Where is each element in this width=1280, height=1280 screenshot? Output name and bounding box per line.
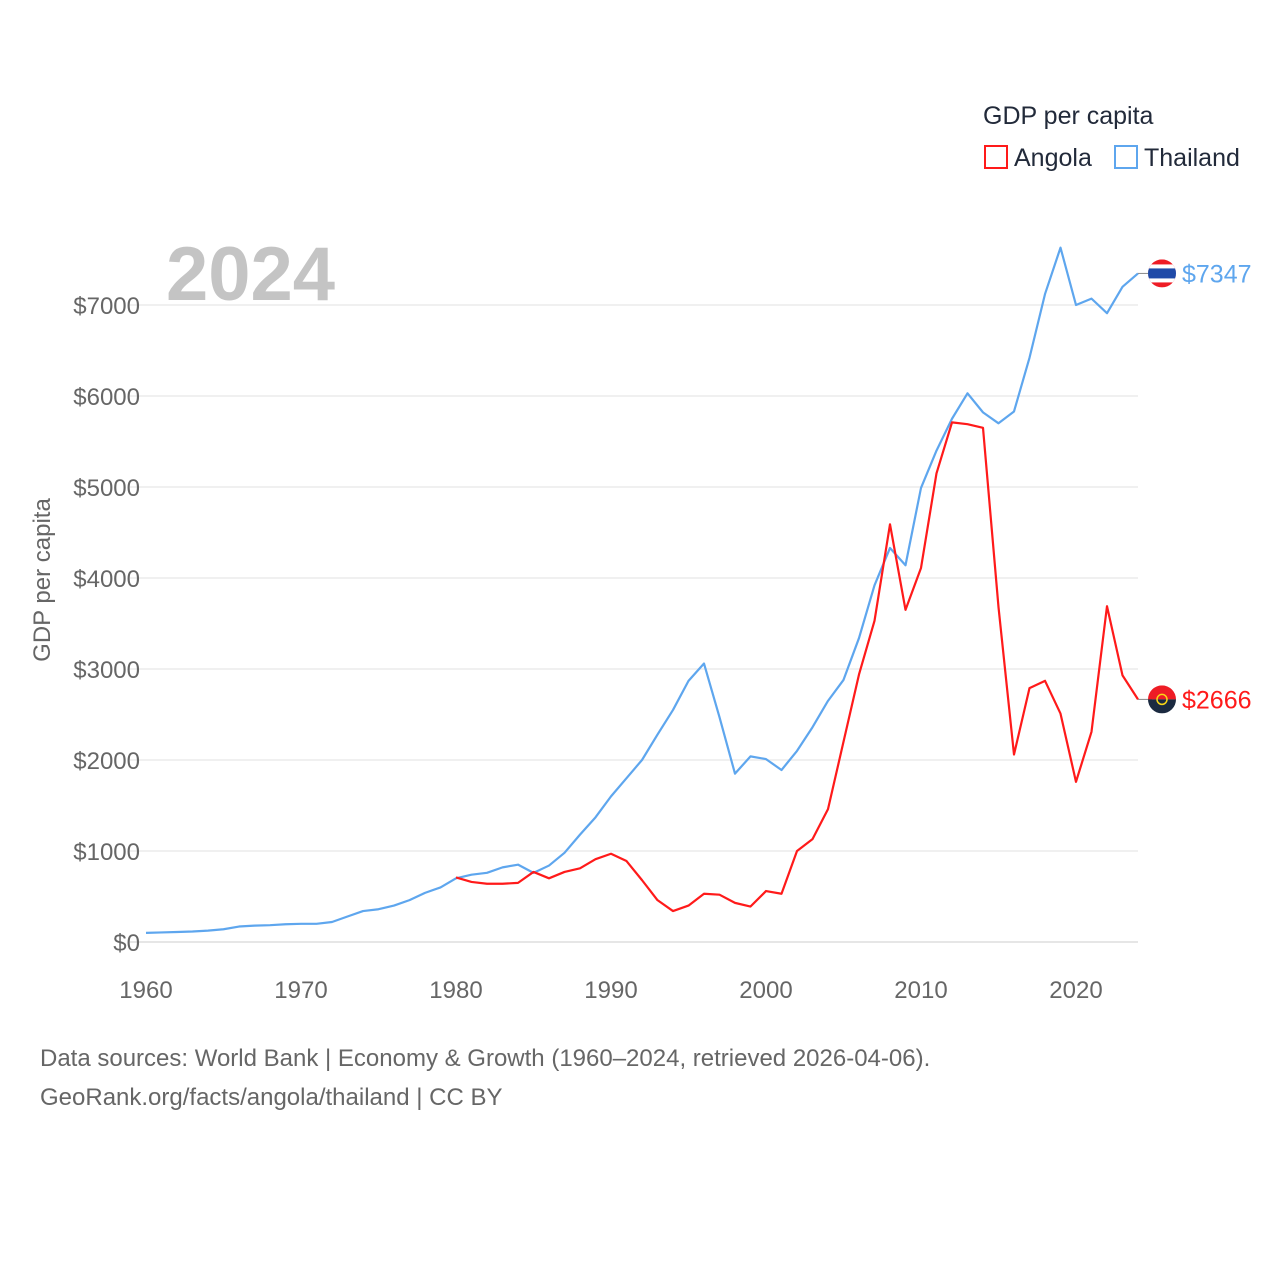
- angola-flag-icon: [1148, 685, 1176, 713]
- y-tick-label: $5000: [73, 475, 140, 502]
- legend-title: GDP per capita: [983, 102, 1154, 130]
- x-tick-label: 1960: [119, 977, 172, 1004]
- legend-label-angola[interactable]: Angola: [1014, 144, 1092, 172]
- y-tick-label: $2000: [73, 748, 140, 775]
- x-tick-label: 1990: [584, 977, 637, 1004]
- y-tick-label: $0: [113, 930, 140, 957]
- x-axis: 1960 1970 1980 1990 2000 2010 2020: [119, 977, 1102, 1004]
- gridlines: [130, 305, 1138, 942]
- legend-label-thailand[interactable]: Thailand: [1144, 144, 1240, 172]
- legend: GDP per capita Angola Thailand: [983, 102, 1240, 172]
- y-tick-label: $4000: [73, 566, 140, 593]
- end-label-thailand: $7347: [1182, 260, 1252, 288]
- x-tick-label: 1970: [274, 977, 327, 1004]
- y-axis: $0 $1000 $2000 $3000 $4000 $5000 $6000 $7000: [73, 293, 140, 957]
- y-tick-label: $6000: [73, 384, 140, 411]
- x-tick-label: 1980: [429, 977, 482, 1004]
- footer-link[interactable]: GeoRank.org/facts/angola/thailand | CC B…: [40, 1084, 503, 1112]
- thailand-flag-icon: [1148, 259, 1176, 287]
- legend-swatch-angola: [985, 146, 1007, 168]
- x-tick-label: 2000: [739, 977, 792, 1004]
- series-line-angola: [456, 422, 1138, 911]
- y-tick-label: $7000: [73, 293, 140, 320]
- footer-sources: Data sources: World Bank | Economy & Gro…: [40, 1045, 930, 1073]
- end-labels: $7347 $2666: [1138, 259, 1252, 714]
- y-axis-label: GDP per capita: [29, 498, 56, 662]
- legend-swatch-thailand: [1115, 146, 1137, 168]
- series-line-thailand: [146, 248, 1138, 933]
- x-tick-label: 2020: [1049, 977, 1102, 1004]
- x-tick-label: 2010: [894, 977, 947, 1004]
- y-tick-label: $3000: [73, 657, 140, 684]
- end-label-angola: $2666: [1182, 686, 1252, 714]
- year-watermark: 2024: [166, 232, 335, 317]
- series-lines: [146, 248, 1138, 933]
- y-tick-label: $1000: [73, 839, 140, 866]
